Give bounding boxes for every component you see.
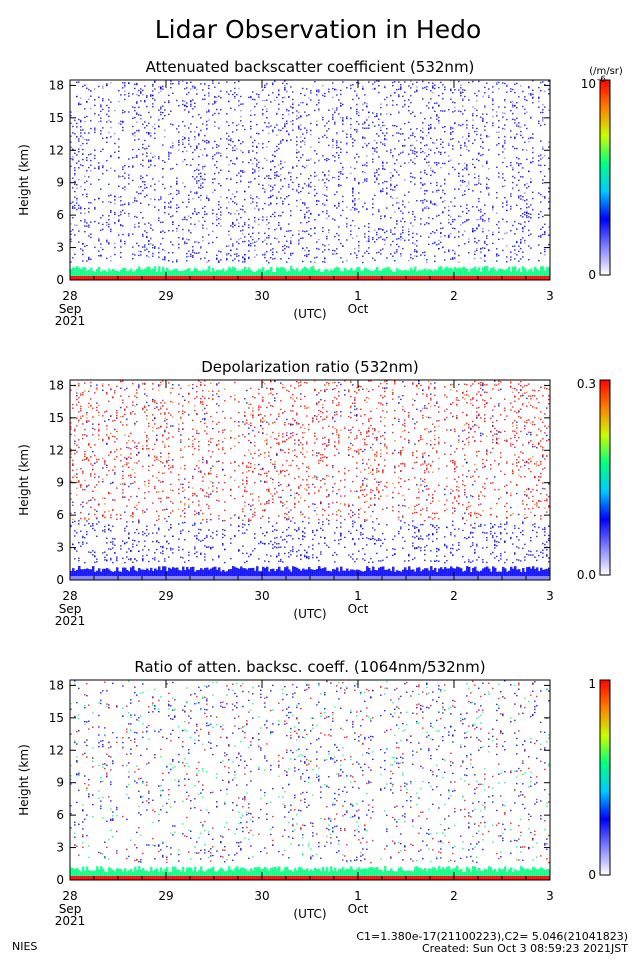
x-tick-label: 1 (354, 589, 362, 603)
x-tick-label: 29 (158, 289, 173, 303)
y-tick-label: 12 (49, 143, 64, 157)
x-tick-label: 3 (546, 889, 554, 903)
chart-panel-1: Attenuated backscatter coefficient (532n… (17, 58, 623, 328)
colorbar-exponent: -6 (597, 75, 606, 85)
y-axis-label: Height (km) (17, 744, 31, 815)
x-tick-sublabel: Sep (59, 902, 82, 916)
x-tick-label: 29 (158, 889, 173, 903)
colorbar-unit: (/m/sr) (589, 66, 623, 77)
y-tick-label: 18 (49, 678, 64, 692)
x-tick-label: 30 (254, 889, 269, 903)
x-tick-label: 1 (354, 289, 362, 303)
x-tick-year: 2021 (55, 614, 86, 628)
x-tick-label: 2 (450, 289, 458, 303)
y-tick-label: 9 (56, 176, 64, 190)
x-axis-label: (UTC) (293, 307, 326, 321)
heatmap-texture (70, 680, 550, 880)
x-axis-label: (UTC) (293, 607, 326, 621)
y-tick-label: 3 (56, 541, 64, 555)
footer-constants: C1=1.380e-17(21100223),C2= 5.046(2104182… (356, 930, 628, 943)
figure-title: Lidar Observation in Hedo (155, 15, 482, 44)
x-tick-label: 2 (450, 889, 458, 903)
y-tick-label: 18 (49, 378, 64, 392)
x-tick-sublabel: Sep (59, 602, 82, 616)
x-tick-label: 2 (450, 589, 458, 603)
chart-panel-2: Depolarization ratio (532nm)0369121518He… (17, 358, 611, 628)
y-tick-label: 6 (56, 208, 64, 222)
x-tick-sublabel: Oct (348, 302, 369, 316)
y-tick-label: 0 (56, 573, 64, 587)
x-tick-label: 29 (158, 589, 173, 603)
colorbar-min-label: 0 (588, 268, 596, 282)
colorbar-max-label: 0.3 (577, 377, 596, 391)
x-tick-year: 2021 (55, 314, 86, 328)
colorbar-max-label: 1 (588, 677, 596, 691)
panel-title: Attenuated backscatter coefficient (532n… (146, 58, 475, 76)
x-tick-year: 2021 (55, 914, 86, 928)
footer-institution: NIES (12, 940, 37, 953)
y-tick-label: 9 (56, 776, 64, 790)
x-tick-label: 28 (62, 289, 77, 303)
x-axis-label: (UTC) (293, 907, 326, 921)
x-tick-sublabel: Oct (348, 602, 369, 616)
x-tick-label: 3 (546, 289, 554, 303)
x-tick-sublabel: Sep (59, 302, 82, 316)
colorbar (599, 679, 611, 876)
y-tick-label: 15 (49, 711, 64, 725)
y-tick-label: 18 (49, 78, 64, 92)
x-tick-label: 28 (62, 889, 77, 903)
y-tick-label: 9 (56, 476, 64, 490)
y-axis-label: Height (km) (17, 444, 31, 515)
colorbar (599, 79, 611, 276)
y-tick-label: 12 (49, 443, 64, 457)
x-tick-sublabel: Oct (348, 902, 369, 916)
colorbar-min-label: 0 (588, 868, 596, 882)
colorbar-max-label: 10 (581, 77, 596, 91)
x-tick-label: 30 (254, 589, 269, 603)
footer-created: Created: Sun Oct 3 08:59:23 2021JST (422, 942, 628, 955)
y-tick-label: 0 (56, 873, 64, 887)
x-tick-label: 3 (546, 589, 554, 603)
panel-title: Ratio of atten. backsc. coeff. (1064nm/5… (134, 658, 485, 676)
chart-panel-3: Ratio of atten. backsc. coeff. (1064nm/5… (17, 658, 611, 928)
x-tick-label: 28 (62, 589, 77, 603)
colorbar (599, 379, 611, 576)
y-tick-label: 3 (56, 241, 64, 255)
heatmap-texture (70, 380, 550, 580)
x-tick-label: 1 (354, 889, 362, 903)
y-tick-label: 15 (49, 111, 64, 125)
y-axis-label: Height (km) (17, 144, 31, 215)
y-tick-label: 6 (56, 808, 64, 822)
y-tick-label: 3 (56, 841, 64, 855)
y-tick-label: 12 (49, 743, 64, 757)
x-tick-label: 30 (254, 289, 269, 303)
y-tick-label: 15 (49, 411, 64, 425)
panel-title: Depolarization ratio (532nm) (201, 358, 419, 376)
y-tick-label: 0 (56, 273, 64, 287)
colorbar-min-label: 0.0 (577, 568, 596, 582)
heatmap-texture (70, 80, 550, 280)
y-tick-label: 6 (56, 508, 64, 522)
